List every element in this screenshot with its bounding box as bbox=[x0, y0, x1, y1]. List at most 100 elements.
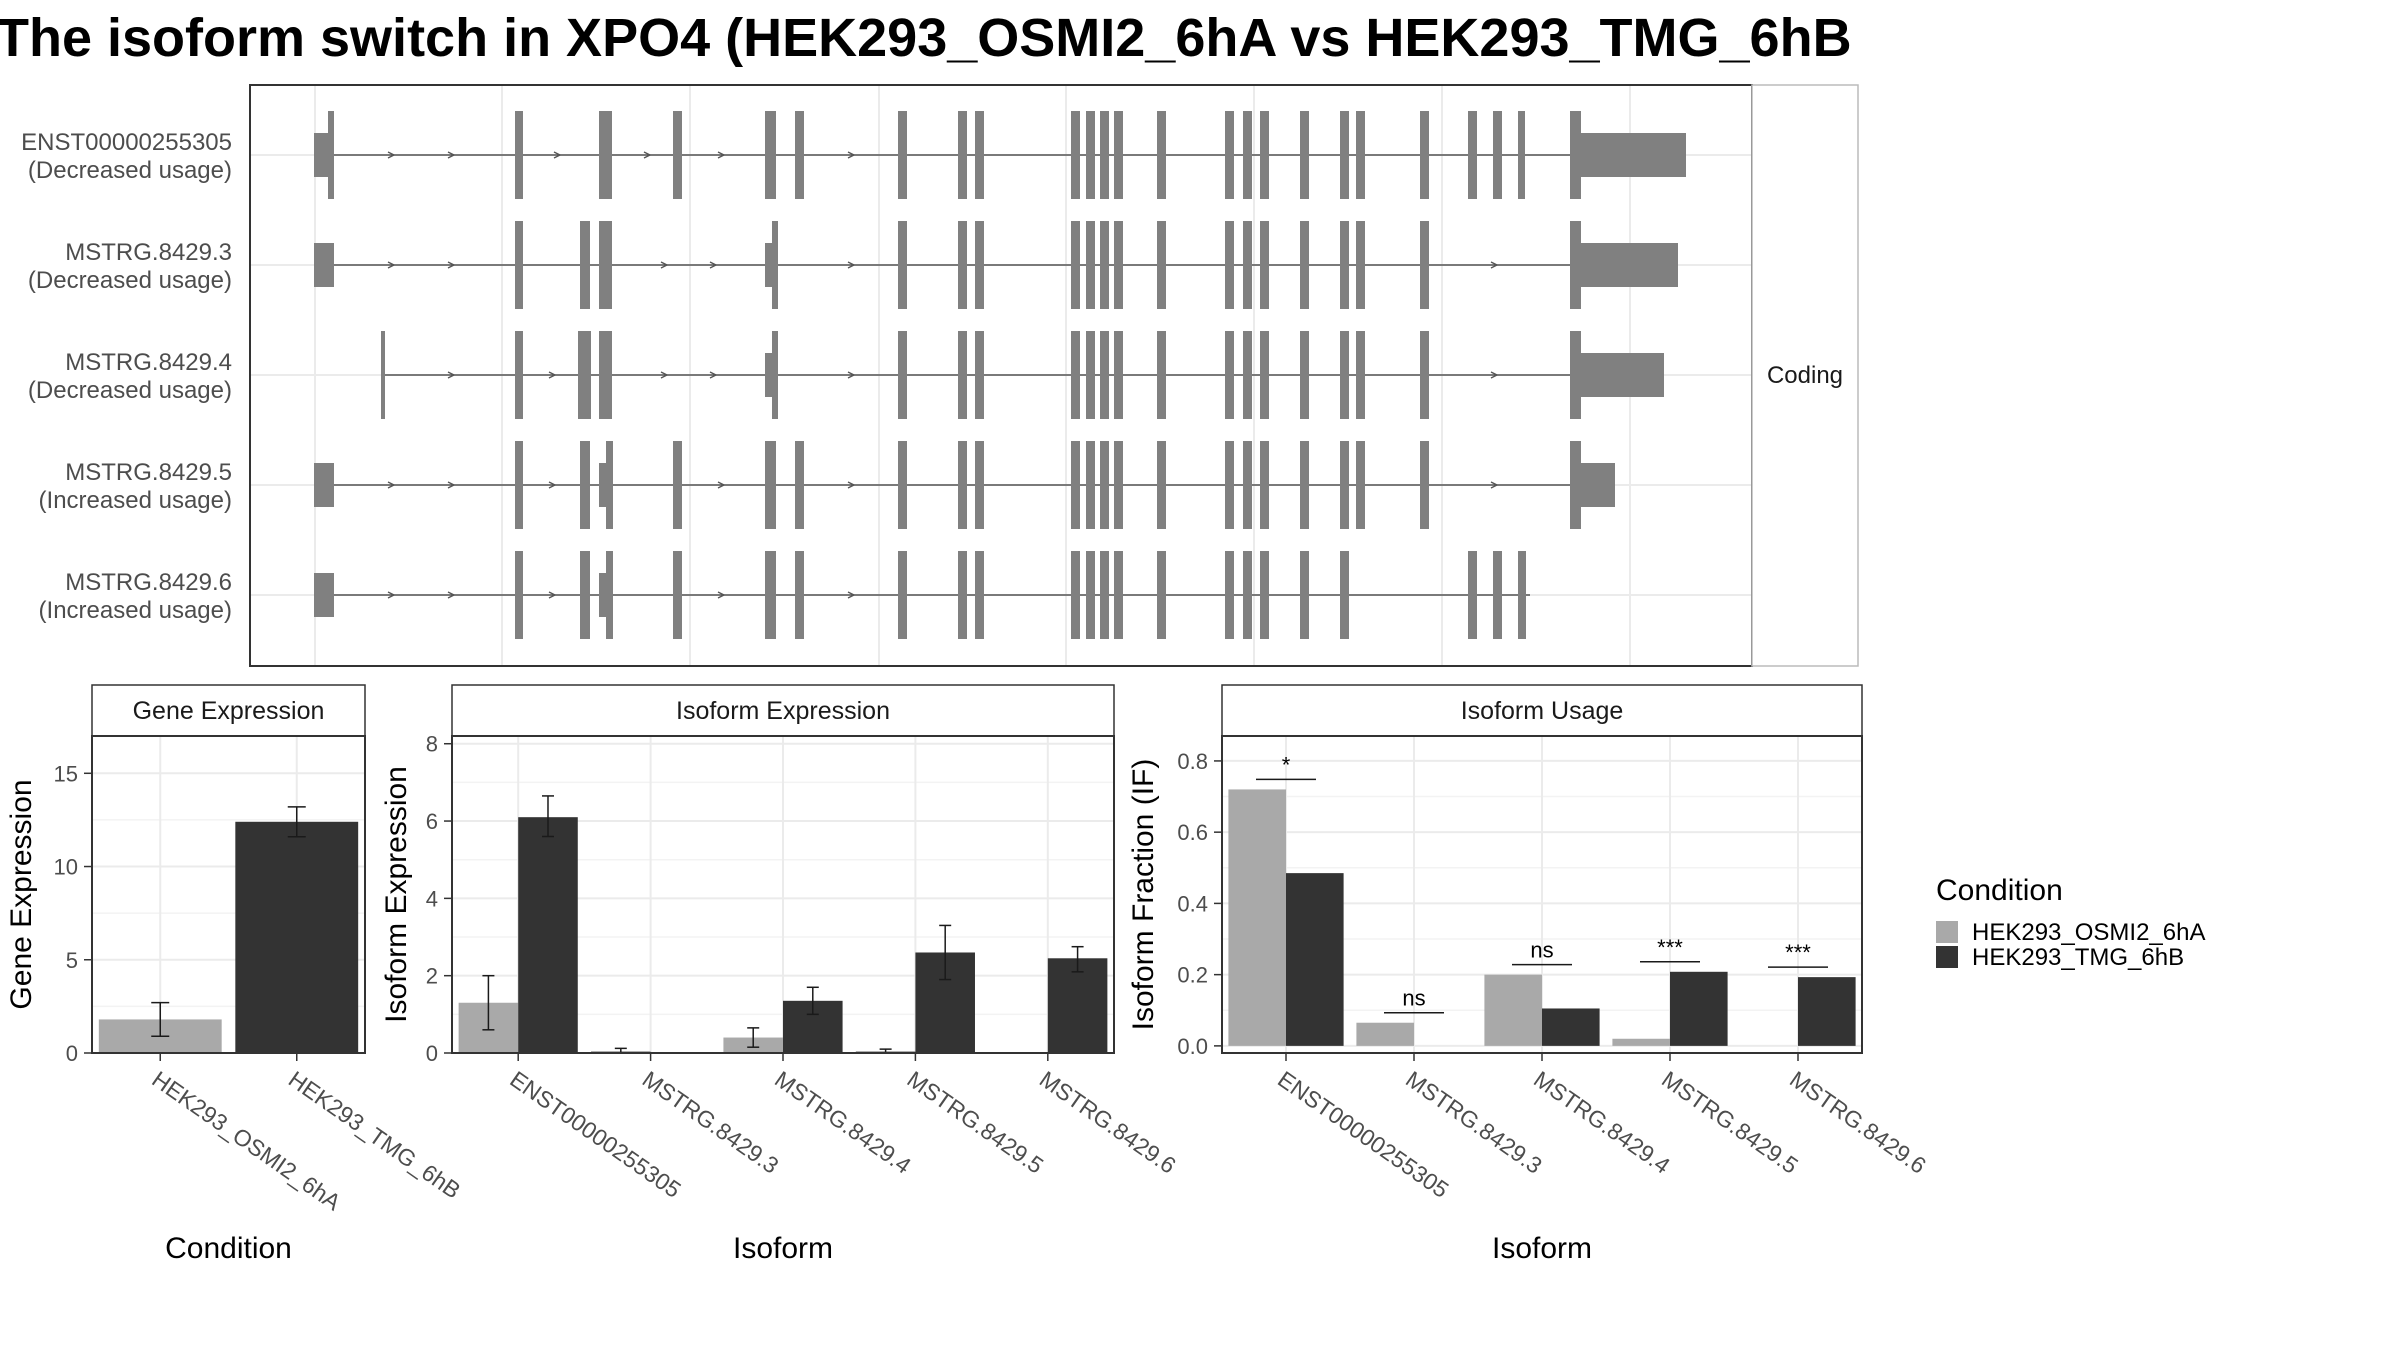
exon-block bbox=[1356, 111, 1365, 199]
strand-arrow bbox=[447, 151, 456, 159]
exon-block bbox=[1157, 441, 1166, 529]
strand-arrow bbox=[447, 591, 456, 599]
exon-block bbox=[580, 221, 590, 309]
strand-arrow bbox=[387, 151, 396, 159]
exon-block bbox=[673, 111, 682, 199]
exon-block bbox=[1468, 111, 1477, 199]
y-tick-label: 6 bbox=[426, 809, 438, 834]
strand-arrow bbox=[447, 261, 456, 269]
isoform-id-label: MSTRG.8429.6 bbox=[65, 569, 232, 596]
exon-block bbox=[606, 551, 613, 639]
strand-arrow bbox=[709, 261, 718, 269]
exon-block bbox=[580, 441, 590, 529]
exon-block bbox=[580, 551, 590, 639]
exon-block bbox=[1300, 221, 1309, 309]
exon-block bbox=[1300, 441, 1309, 529]
exon-block bbox=[1570, 221, 1581, 309]
exon-block bbox=[898, 331, 907, 419]
exon-block bbox=[1243, 441, 1252, 529]
isoform-usage-label: (Decreased usage) bbox=[28, 157, 232, 184]
y-tick-label: 0.0 bbox=[1177, 1034, 1208, 1059]
exon-block bbox=[898, 551, 907, 639]
bar bbox=[1542, 1008, 1600, 1046]
strand-arrow bbox=[643, 151, 652, 159]
exon-block bbox=[898, 221, 907, 309]
exon-block bbox=[1071, 111, 1080, 199]
exon-block bbox=[765, 111, 776, 199]
exon-block bbox=[1260, 331, 1269, 419]
exon-block bbox=[1100, 111, 1109, 199]
structure-strip-label: Coding bbox=[1767, 362, 1843, 389]
utr-block bbox=[1581, 243, 1678, 287]
exon-block bbox=[515, 441, 523, 529]
exon-block bbox=[1260, 441, 1269, 529]
exon-block bbox=[958, 551, 967, 639]
exon-block bbox=[1570, 111, 1581, 199]
legend-label: HEK293_TMG_6hB bbox=[1972, 944, 2184, 971]
exon-block bbox=[1225, 441, 1234, 529]
bar bbox=[1612, 1038, 1670, 1046]
exon-block bbox=[606, 441, 613, 529]
utr-block bbox=[314, 243, 334, 287]
exon-block bbox=[1260, 221, 1269, 309]
bar bbox=[1228, 789, 1286, 1046]
x-axis-title: Isoform bbox=[733, 1232, 833, 1265]
strand-arrow bbox=[847, 151, 856, 159]
x-axis-title: Condition bbox=[165, 1232, 292, 1265]
significance-label: ns bbox=[1402, 986, 1425, 1011]
x-tick-label: MSTRG.8429.5 bbox=[903, 1066, 1049, 1179]
y-tick-label: 8 bbox=[426, 732, 438, 757]
exon-block bbox=[1071, 221, 1080, 309]
exon-block bbox=[1518, 551, 1526, 639]
significance-label: *** bbox=[1657, 935, 1683, 960]
exon-block bbox=[975, 441, 984, 529]
exon-block bbox=[1243, 111, 1252, 199]
panel-strip bbox=[91, 684, 366, 737]
strand-arrow bbox=[847, 261, 856, 269]
exon-block bbox=[898, 111, 907, 199]
exon-block bbox=[1100, 331, 1109, 419]
strand-arrow bbox=[847, 591, 856, 599]
exon-block bbox=[1086, 221, 1095, 309]
exon-block bbox=[1114, 221, 1123, 309]
exon-block bbox=[975, 551, 984, 639]
isoform-usage-label: (Decreased usage) bbox=[28, 267, 232, 294]
exon-block bbox=[958, 221, 967, 309]
exon-block bbox=[1114, 331, 1123, 419]
exon-block bbox=[1260, 111, 1269, 199]
strand-arrow bbox=[717, 481, 726, 489]
strand-arrow bbox=[387, 261, 396, 269]
exon-block bbox=[1356, 441, 1365, 529]
exon-block bbox=[1356, 221, 1365, 309]
utr-block bbox=[314, 133, 331, 177]
x-tick-label: MSTRG.8429.6 bbox=[1785, 1066, 1931, 1179]
exon-block bbox=[1420, 221, 1429, 309]
significance-label: * bbox=[1282, 752, 1291, 777]
exon-block bbox=[515, 221, 523, 309]
exon-block bbox=[1340, 331, 1349, 419]
exon-block bbox=[1340, 111, 1349, 199]
exon-block bbox=[1243, 551, 1252, 639]
bar bbox=[1047, 958, 1108, 1053]
strand-arrow bbox=[387, 481, 396, 489]
exon-block bbox=[1420, 111, 1429, 199]
bar bbox=[1286, 873, 1344, 1046]
isoform-usage-label: (Increased usage) bbox=[39, 487, 232, 514]
exon-block bbox=[975, 331, 984, 419]
exon-block bbox=[1300, 111, 1309, 199]
exon-block bbox=[599, 221, 612, 309]
exon-block bbox=[1420, 331, 1429, 419]
utr-block bbox=[1581, 353, 1664, 397]
exon-block bbox=[1340, 551, 1349, 639]
x-tick-label: MSTRG.8429.6 bbox=[1035, 1066, 1181, 1179]
panel-title: Isoform Expression bbox=[676, 697, 890, 725]
legend-swatch bbox=[1936, 946, 1958, 968]
exon-block bbox=[673, 551, 682, 639]
exon-block bbox=[515, 551, 523, 639]
exon-block bbox=[1570, 331, 1581, 419]
exon-block bbox=[1086, 551, 1095, 639]
strand-arrow bbox=[387, 591, 396, 599]
exon-block bbox=[772, 331, 778, 419]
